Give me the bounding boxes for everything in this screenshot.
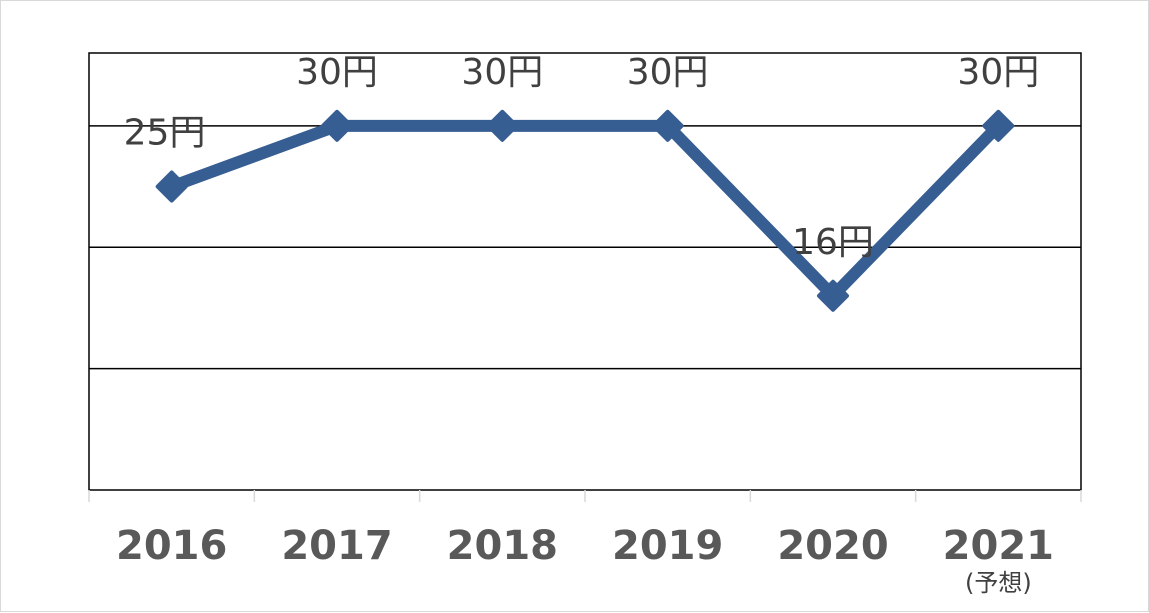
x-tick-label-2017: 2017 xyxy=(281,523,392,569)
x-tick-label-2019: 2019 xyxy=(612,523,723,569)
data-label-2018: 30円 xyxy=(461,52,543,93)
data-point-2016 xyxy=(155,170,188,203)
data-point-2017 xyxy=(321,109,353,142)
data-point-2018 xyxy=(486,109,519,142)
data-series xyxy=(155,109,1015,312)
x-axis-ticks xyxy=(88,490,1082,502)
data-point-2019 xyxy=(651,109,684,142)
series-line xyxy=(165,119,1005,302)
x-tick-label-2020: 2020 xyxy=(777,523,888,569)
x-axis-labels: 2016 2017 2018 2019 2020 2021(予想) xyxy=(116,523,1054,597)
plot-area xyxy=(88,52,1082,491)
data-label-2016: 25円 xyxy=(124,113,206,154)
x-tick-label-2021: 2021 xyxy=(943,523,1054,569)
data-label-2020: 16円 xyxy=(792,222,874,263)
data-label-2017: 30円 xyxy=(296,52,378,93)
data-point-2020 xyxy=(817,279,849,312)
data-point-2021 xyxy=(982,109,1015,142)
x-tick-label-2016: 2016 xyxy=(116,523,227,569)
data-labels: 25円 30円 30円 30円 16円 30円 xyxy=(124,52,1040,263)
x-tick-label-2018: 2018 xyxy=(447,523,558,569)
data-label-2019: 30円 xyxy=(627,52,709,93)
x-tick-note-2021: (予想) xyxy=(965,569,1032,597)
data-label-2021: 30円 xyxy=(957,52,1039,93)
